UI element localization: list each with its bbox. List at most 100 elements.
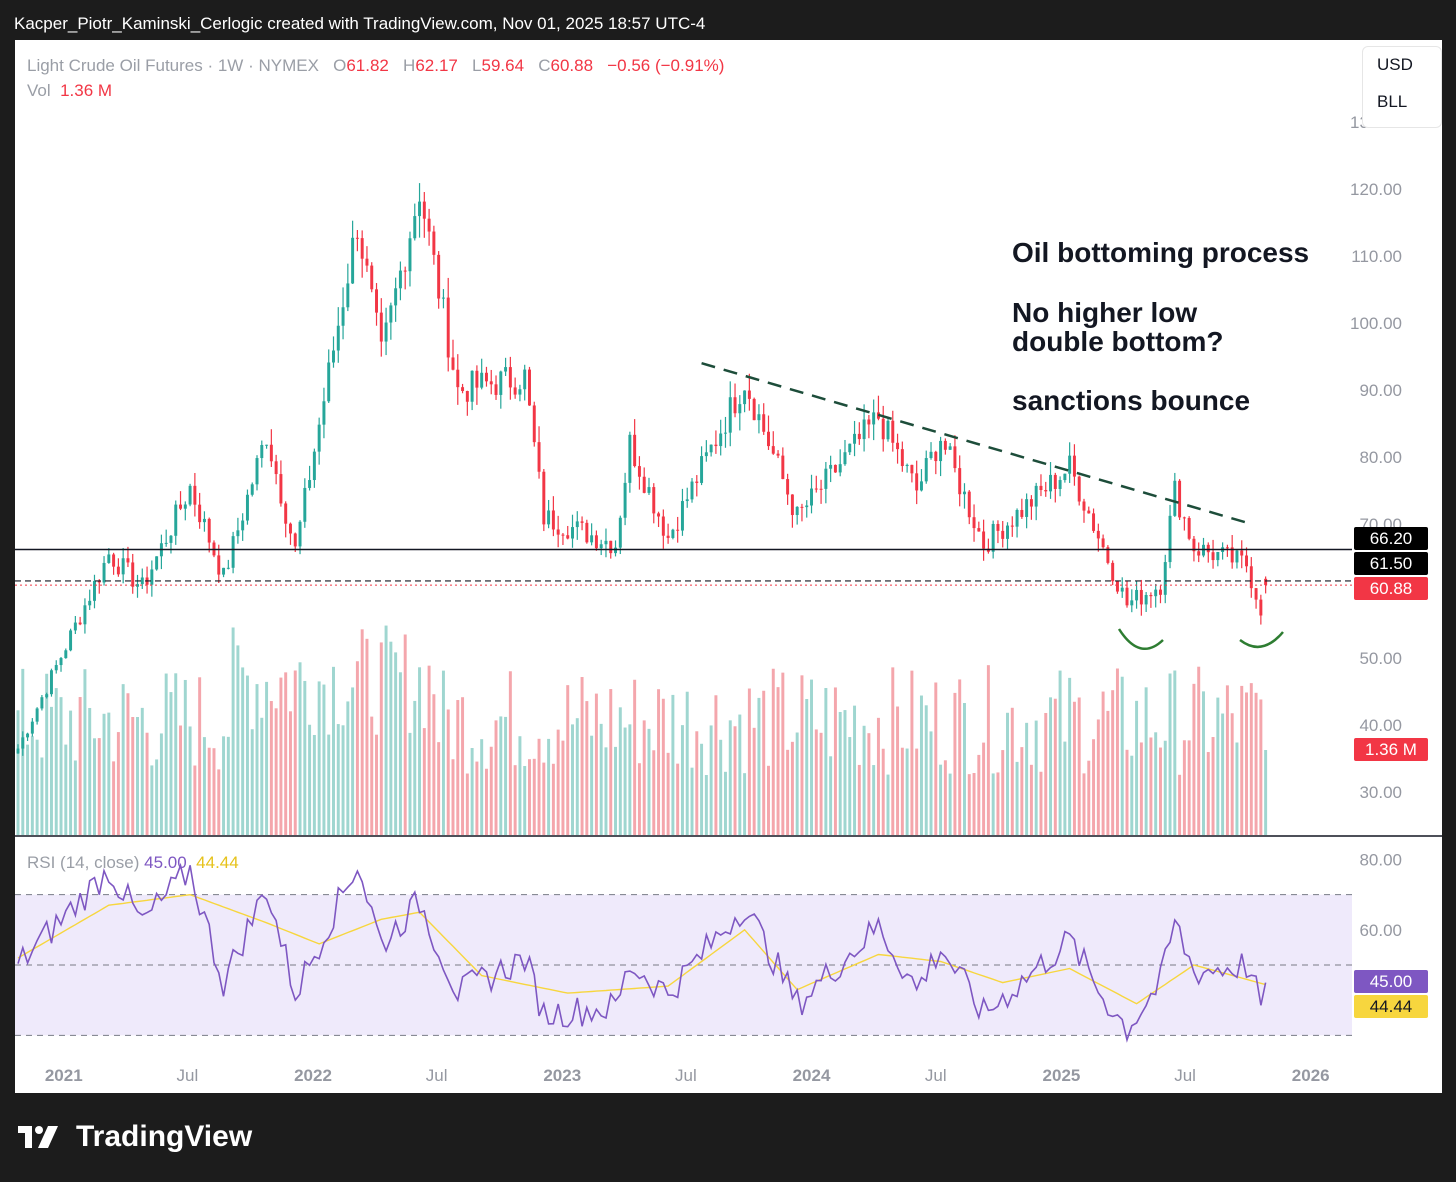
volume-bar: [1149, 737, 1153, 835]
candle-body: [934, 451, 938, 462]
volume-bar: [700, 743, 704, 835]
candle-body: [867, 419, 871, 425]
volume-bar: [810, 679, 813, 835]
volume-bar: [1154, 732, 1158, 835]
candle-body: [1230, 547, 1234, 563]
candle-body: [743, 390, 747, 405]
candle-body: [112, 554, 116, 567]
volume-bar: [231, 627, 235, 835]
candle-body: [623, 482, 627, 518]
volume-bar: [1077, 697, 1081, 835]
volume-bar: [843, 710, 847, 835]
candle-body: [489, 381, 493, 385]
candle-body: [293, 533, 297, 547]
time-axis-label: 2022: [294, 1066, 332, 1085]
candle-body: [155, 556, 159, 570]
volume-bar: [1115, 668, 1119, 835]
time-axis-label: 2026: [1292, 1066, 1330, 1085]
rsi-tag-bg: [1354, 970, 1428, 993]
volume-bar: [1111, 690, 1115, 835]
volume-bar: [1020, 747, 1024, 835]
candle-body: [900, 449, 904, 467]
volume-bar: [824, 688, 828, 835]
candle-body: [982, 531, 986, 549]
candle-body: [700, 456, 704, 483]
price-axis-label: 110.00: [1351, 247, 1402, 266]
price-tag-upper: 66.20: [1370, 529, 1413, 548]
volume-bar: [905, 748, 909, 835]
symbol-label: Light Crude Oil Futures · 1W · NYMEX: [27, 56, 319, 75]
volume-bar: [202, 737, 206, 835]
volume-bar: [1058, 670, 1062, 835]
volume-bar: [1206, 752, 1210, 835]
candle-body: [408, 238, 412, 272]
candle-body: [1001, 530, 1005, 539]
volume-bar: [575, 718, 579, 835]
candle-body: [1058, 480, 1062, 489]
candle-body: [288, 523, 292, 534]
volume-bar: [241, 667, 245, 835]
price-axis-label: 100.00: [1350, 314, 1402, 333]
candle-body: [1096, 530, 1100, 539]
volume-bar: [1240, 685, 1244, 835]
volume-bar: [384, 625, 388, 835]
volume-bar: [322, 684, 326, 835]
unit-label[interactable]: BLL: [1377, 92, 1408, 111]
candle-body: [728, 397, 732, 433]
volume-bar: [427, 665, 431, 835]
candle-body: [642, 476, 646, 493]
candle-body: [704, 452, 708, 457]
rsi-ma-tag-bg: [1354, 995, 1428, 1018]
volume-bar: [360, 629, 364, 835]
price-tag-lower: 61.50: [1370, 554, 1413, 573]
volume-bar: [112, 761, 116, 835]
volume-bar: [312, 734, 316, 835]
candle-body: [590, 535, 594, 543]
volume-bar: [193, 765, 197, 835]
candle-body: [365, 258, 369, 266]
annotation-line-3: double bottom?: [1012, 326, 1224, 357]
candle-body: [896, 442, 900, 450]
rsi-tag: 45.00: [1370, 972, 1413, 991]
candle-body: [1068, 455, 1072, 474]
volume-bar: [293, 670, 297, 835]
candle-body: [312, 451, 316, 481]
candle-body: [222, 567, 226, 575]
candle-body: [547, 510, 551, 525]
volume-bar: [795, 732, 799, 835]
volume-bar: [1211, 737, 1215, 835]
candle-body: [580, 521, 584, 523]
candle-body: [958, 468, 962, 495]
candle-body: [676, 529, 680, 531]
currency-label[interactable]: USD: [1377, 55, 1413, 74]
candle-body: [494, 384, 498, 395]
volume-bar: [934, 682, 938, 835]
volume-bar: [876, 717, 880, 835]
ohlc-legend: Light Crude Oil Futures · 1W · NYMEX O61…: [27, 56, 724, 76]
volume-bar: [269, 701, 273, 835]
chart-panel[interactable]: 30.0040.0050.0060.0070.0080.0090.00100.0…: [15, 40, 1442, 1093]
candle-body: [1154, 589, 1158, 597]
volume-bar: [618, 707, 622, 835]
candle-body: [762, 414, 766, 432]
volume-bar: [508, 671, 512, 835]
volume-bar: [375, 734, 378, 835]
candle-body: [1063, 473, 1067, 481]
volume-bar: [829, 756, 833, 835]
candle-body: [308, 480, 312, 488]
volume-bar: [169, 692, 173, 835]
volume-bar: [848, 737, 852, 835]
volume-bar: [1249, 683, 1253, 835]
time-axis-label: Jul: [176, 1066, 198, 1085]
chart-svg[interactable]: 30.0040.0050.0060.0070.0080.0090.00100.0…: [15, 40, 1442, 1093]
volume-bar: [1025, 722, 1029, 835]
candle-body: [188, 485, 192, 505]
candle-body: [767, 431, 770, 447]
volume-bar: [1202, 691, 1205, 835]
annotation-line-1: Oil bottoming process: [1012, 237, 1309, 268]
candle-body: [528, 369, 531, 406]
volume-bar: [1144, 687, 1148, 835]
candle-body: [150, 569, 154, 585]
time-axis-label: 2025: [1043, 1066, 1081, 1085]
currency-box[interactable]: USD BLL: [1362, 46, 1442, 128]
